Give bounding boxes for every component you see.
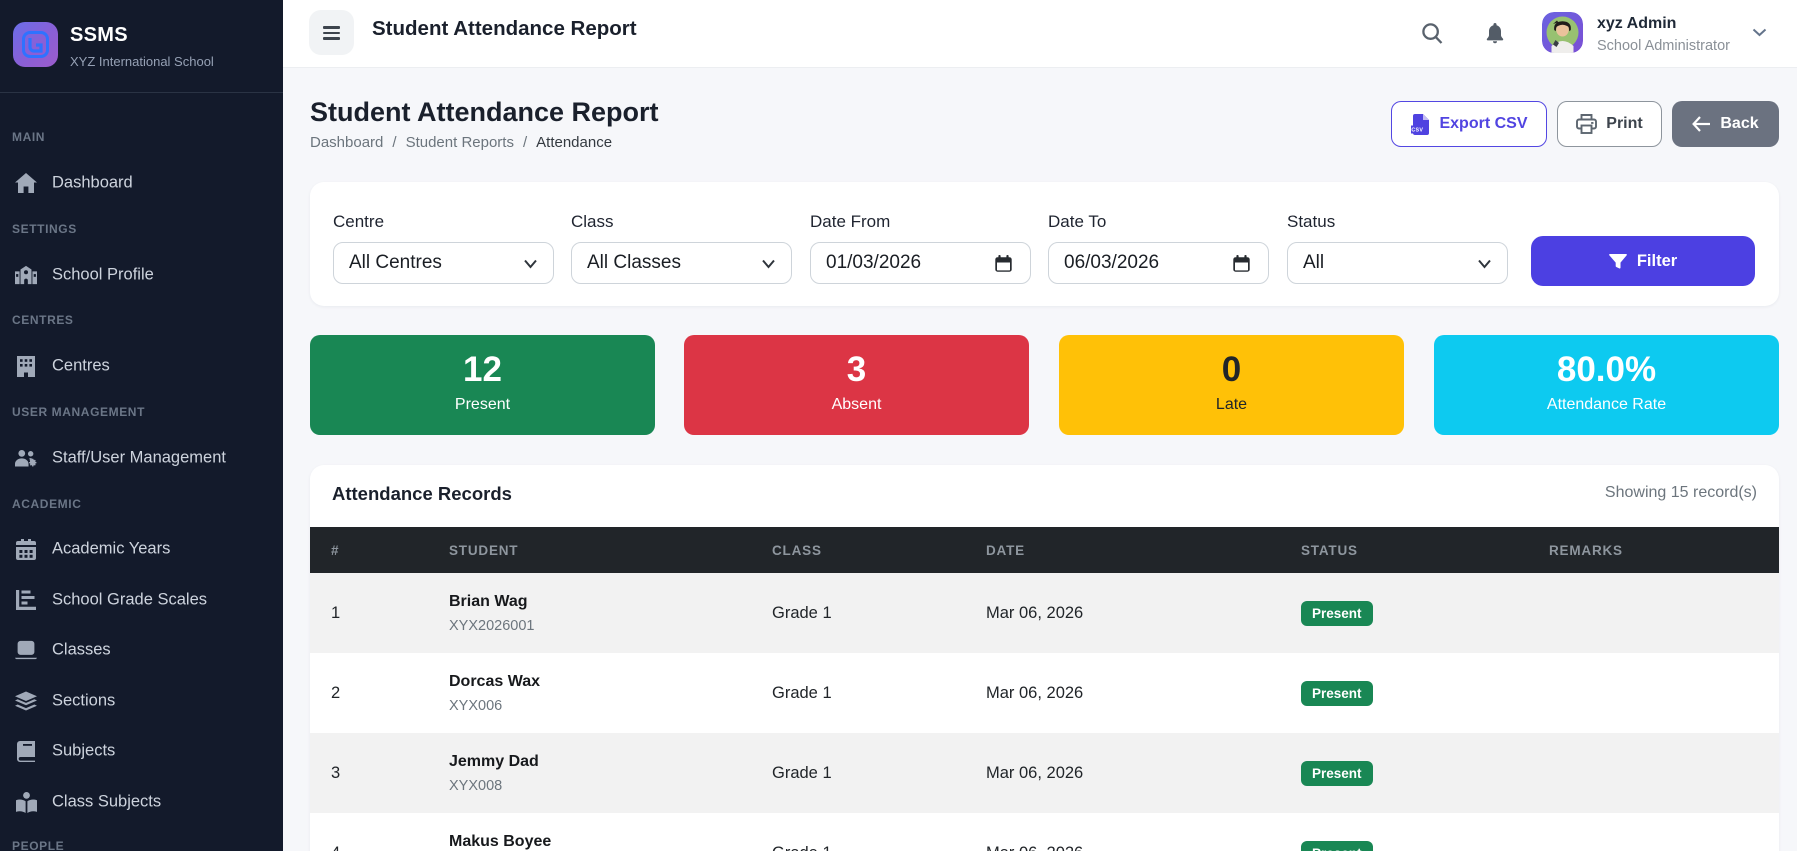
svg-text:CSV: CSV (1412, 127, 1424, 133)
